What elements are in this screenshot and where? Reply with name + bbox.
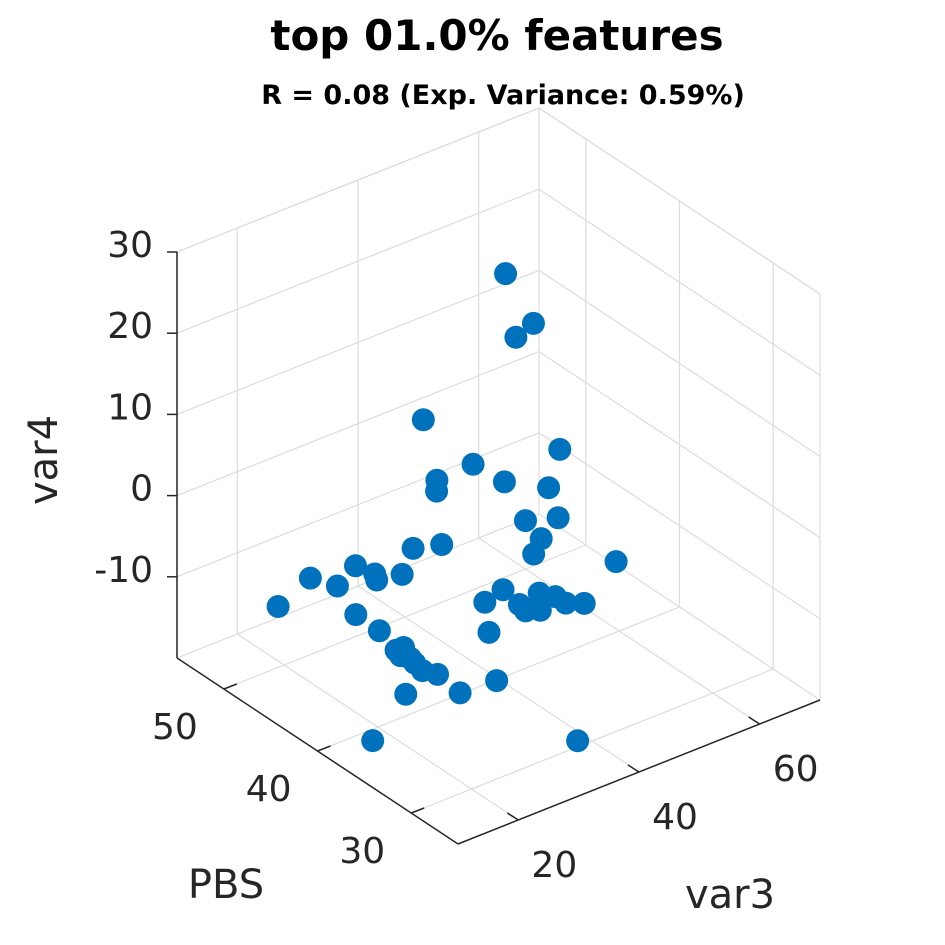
data-point (461, 452, 485, 476)
z-tick-label: -10 (94, 550, 153, 591)
axes: 20 40 60 30 40 50 -10 0 10 20 30 (94, 225, 821, 886)
grid-line-z (538, 432, 821, 620)
grid-line-z (538, 269, 821, 457)
x-tick-label: 20 (531, 845, 577, 886)
data-point (491, 578, 515, 602)
data-point (448, 681, 472, 705)
y-tick (410, 807, 425, 814)
y-axis-label: PBS (188, 862, 264, 908)
y-tick-label: 50 (152, 707, 198, 748)
z-axis-label: var4 (21, 415, 67, 505)
chart-title: top 01.0% features (270, 11, 723, 60)
grid-line-z (176, 351, 540, 497)
data-point (546, 506, 570, 530)
data-point (361, 729, 385, 753)
data-point (430, 533, 454, 557)
data-point (392, 635, 416, 659)
data-point (507, 593, 531, 617)
data-point (325, 574, 349, 598)
x-tick-label: 60 (773, 749, 819, 790)
data-point (390, 562, 414, 586)
data-point (365, 568, 389, 592)
data-point (473, 590, 497, 614)
data-point (537, 476, 561, 500)
data-point (298, 566, 322, 590)
data-point (566, 729, 590, 753)
data-point (344, 603, 368, 627)
data-point (528, 598, 552, 622)
grid (176, 107, 821, 821)
data-point (425, 479, 449, 503)
chart-subtitle: R = 0.08 (Exp. Variance: 0.59%) (261, 80, 745, 111)
x-tick (506, 812, 519, 821)
x-tick (748, 716, 761, 725)
data-point (411, 408, 435, 432)
x-tick-label: 40 (652, 797, 698, 838)
data-point (477, 620, 501, 644)
data-point (548, 437, 572, 461)
x-axis-label: var3 (685, 872, 775, 918)
y-tick-label: 40 (246, 769, 292, 810)
grid-line-z (538, 351, 821, 539)
data-point (367, 619, 391, 643)
data-point (522, 542, 546, 566)
data-point (344, 554, 368, 578)
grid-line-z (176, 107, 540, 253)
y-tick (317, 745, 331, 752)
grid-line-z (538, 188, 821, 376)
x-tick (627, 764, 640, 773)
data-point (504, 325, 528, 349)
data-point (513, 509, 537, 533)
y-tick-label: 30 (339, 831, 385, 872)
data-point (572, 591, 596, 615)
data-point (410, 659, 434, 683)
data-points (266, 262, 628, 753)
grid-line-z (538, 107, 821, 295)
grid-line-y (223, 544, 587, 690)
data-point (521, 311, 545, 335)
y-tick (223, 683, 238, 690)
data-point (266, 595, 290, 619)
z-tick-label: 30 (107, 225, 153, 266)
data-point (401, 536, 425, 560)
data-point (604, 550, 628, 574)
z-tick-label: 10 (107, 387, 153, 428)
data-point (494, 262, 518, 286)
z-tick-label: 20 (107, 306, 153, 347)
grid-line-z (176, 188, 540, 334)
data-point (492, 470, 516, 494)
data-point (554, 591, 578, 615)
grid-line-z (176, 269, 540, 415)
data-point (485, 669, 509, 693)
z-tick-label: 0 (130, 469, 153, 510)
data-point (394, 682, 418, 706)
grid-line-y (410, 668, 774, 814)
